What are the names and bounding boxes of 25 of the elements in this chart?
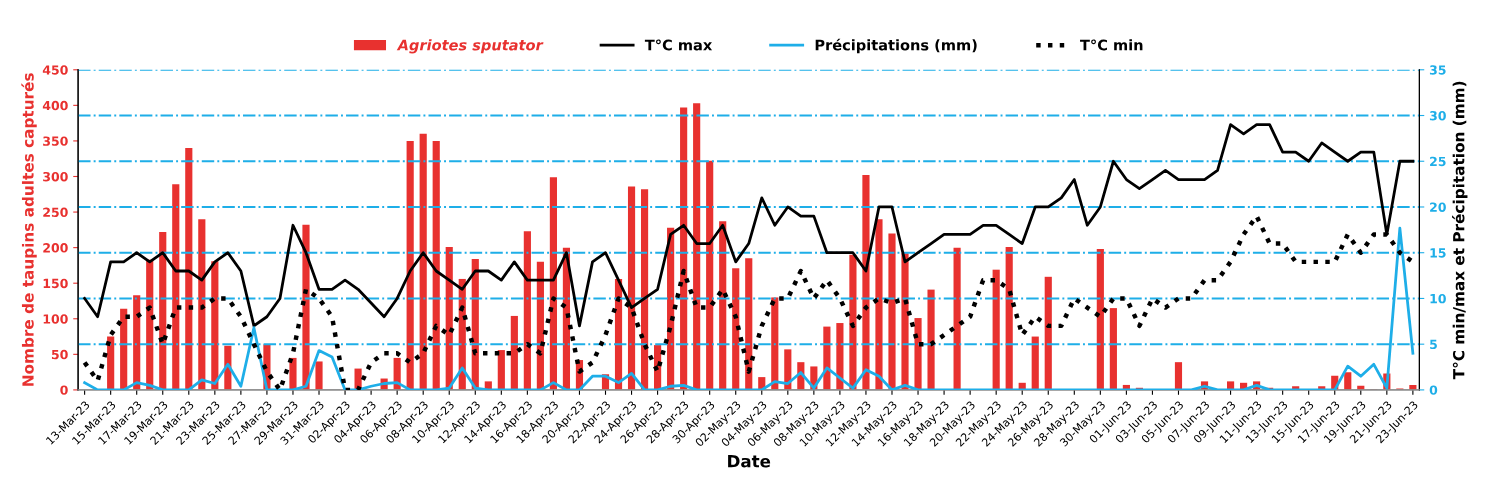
y-tick-label: 450 bbox=[42, 65, 68, 75]
y2-tick-label: 20 bbox=[1430, 202, 1446, 212]
y-tick-label: 300 bbox=[43, 171, 68, 182]
x-axis-title: Date bbox=[728, 455, 771, 468]
y2-axis-title: T°C min/max et Précipitation (mm) bbox=[1452, 81, 1468, 380]
y-tick-label: 100 bbox=[43, 314, 68, 324]
y2-tick-label: 15 bbox=[1430, 248, 1446, 258]
y2-tick-label: 0 bbox=[1429, 385, 1438, 395]
legend-label: T°C min bbox=[1080, 39, 1143, 51]
y-tick-label: 150 bbox=[43, 278, 68, 289]
legend-label: Précipitations (mm) bbox=[815, 38, 977, 54]
y2-tick-label: 35 bbox=[1429, 65, 1446, 75]
y-tick-label: 250 bbox=[43, 207, 68, 217]
y-axis-title: Nombre de taupins adultes capturés bbox=[21, 73, 37, 386]
y2-tick-label: 10 bbox=[1430, 293, 1446, 304]
legend-label: T°C max bbox=[644, 39, 713, 51]
y-tick-label: 50 bbox=[51, 349, 68, 360]
y-tick-label: 400 bbox=[42, 100, 68, 111]
y-tick-label: 200 bbox=[43, 243, 68, 253]
y2-tick-label: 25 bbox=[1430, 156, 1446, 167]
y-tick-label: 0 bbox=[60, 385, 68, 395]
y-tick-label: 350 bbox=[43, 136, 68, 146]
y2-tick-label: 30 bbox=[1429, 110, 1446, 121]
legend-label: Agriotes sputator bbox=[396, 39, 544, 54]
y2-tick-label: 5 bbox=[1430, 339, 1437, 350]
